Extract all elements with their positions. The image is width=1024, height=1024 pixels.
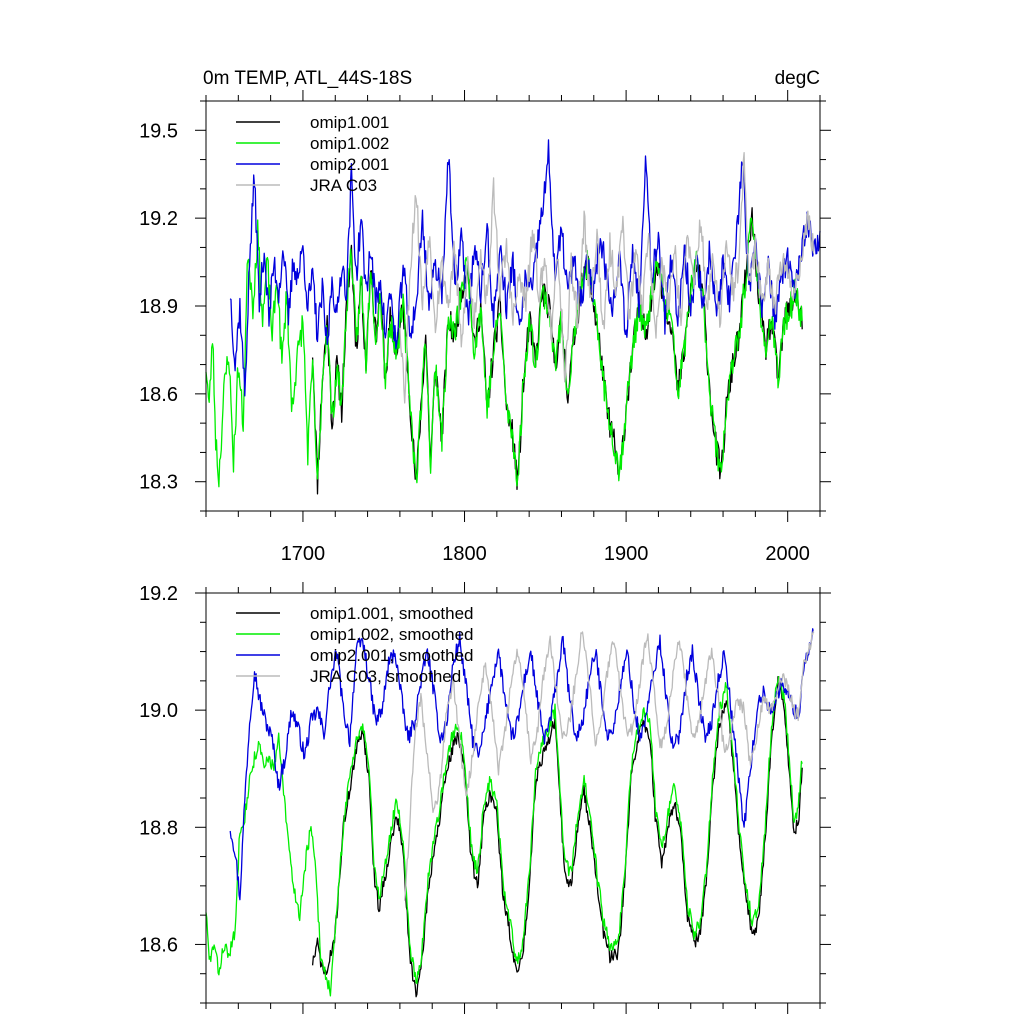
bottom-series-lines: [205, 628, 815, 998]
legend-label: omip1.001, smoothed: [310, 604, 474, 623]
x-tick-label: 2000: [765, 543, 810, 565]
top-panel-units: degC: [775, 68, 820, 89]
legend-label: omip1.002, smoothed: [310, 625, 474, 644]
series-line-jra-c03-smoothed: [404, 630, 815, 901]
bottom-legend: omip1.001, smoothed omip1.002, smoothed …: [236, 604, 474, 686]
y-tick-label: 18.6: [139, 934, 178, 956]
legend-entry-omip1-001: omip1.001: [236, 113, 389, 132]
legend-entry-jra-c03: JRA C03: [236, 176, 377, 195]
y-tick-label: 18.6: [139, 384, 178, 406]
legend-entry-omip1-001-smoothed: omip1.001, smoothed: [236, 604, 474, 623]
legend-label: omip1.001: [310, 113, 389, 132]
bottom-y-tick-labels: 18.6 18.8 19.0 19.2: [139, 583, 178, 956]
legend-label: omip2.001: [310, 155, 389, 174]
y-tick-label: 19.5: [139, 120, 178, 142]
legend-entry-omip1-002-smoothed: omip1.002, smoothed: [236, 625, 474, 644]
y-tick-label: 18.3: [139, 472, 178, 494]
top-y-tick-labels: 18.3 18.6 18.9 19.2 19.5: [139, 120, 178, 493]
series-line-jra-c03: [399, 152, 815, 404]
series-line-omip1-002-smoothed: [205, 675, 803, 997]
y-tick-label: 19.2: [139, 208, 178, 230]
top-series-lines: [205, 139, 821, 495]
y-tick-label: 19.0: [139, 700, 178, 722]
y-tick-label: 18.9: [139, 296, 178, 318]
series-line-omip2-001: [229, 139, 821, 397]
bottom-panel: 18.6 18.8 19.0 19.2 omip1.001, smoothed …: [139, 582, 831, 1014]
top-x-tick-labels: 1700 1800 1900 2000: [281, 543, 810, 565]
x-tick-label: 1900: [604, 543, 649, 565]
legend-entry-jra-c03-smoothed: JRA C03, smoothed: [236, 667, 461, 686]
top-panel: 0m TEMP, ATL_44S-18S degC 1700 1800 1900…: [139, 68, 831, 565]
x-tick-label: 1700: [281, 543, 326, 565]
legend-label: JRA C03, smoothed: [310, 667, 461, 686]
series-line-omip1-001-smoothed: [311, 676, 803, 998]
y-tick-label: 18.8: [139, 817, 178, 839]
legend-entry-omip2-001-smoothed: omip2.001, smoothed: [236, 646, 474, 665]
series-line-omip1-002: [205, 217, 803, 488]
top-ticks: [195, 90, 831, 522]
x-tick-label: 1800: [442, 543, 487, 565]
bottom-ticks: [195, 582, 831, 1014]
y-tick-label: 19.2: [139, 583, 178, 605]
top-legend: omip1.001 omip1.002 omip2.001 JRA C03: [236, 113, 389, 195]
legend-entry-omip1-002: omip1.002: [236, 134, 389, 153]
legend-entry-omip2-001: omip2.001: [236, 155, 389, 174]
legend-label: JRA C03: [310, 176, 377, 195]
series-line-omip1-001: [311, 207, 803, 495]
series-line-omip2-001-smoothed: [229, 628, 815, 901]
legend-label: omip2.001, smoothed: [310, 646, 474, 665]
top-panel-title: 0m TEMP, ATL_44S-18S: [203, 68, 412, 89]
legend-label: omip1.002: [310, 134, 389, 153]
